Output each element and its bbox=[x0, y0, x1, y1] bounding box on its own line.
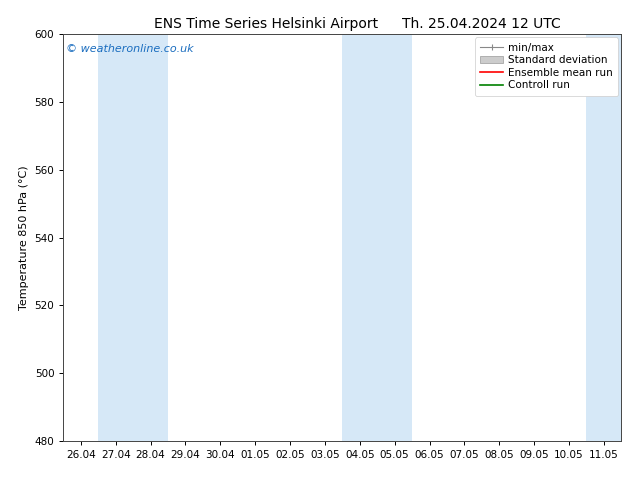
Text: Th. 25.04.2024 12 UTC: Th. 25.04.2024 12 UTC bbox=[403, 17, 561, 31]
Bar bbox=[342, 34, 412, 441]
Y-axis label: Temperature 850 hPa (°C): Temperature 850 hPa (°C) bbox=[19, 165, 29, 310]
Legend: min/max, Standard deviation, Ensemble mean run, Controll run: min/max, Standard deviation, Ensemble me… bbox=[475, 37, 618, 96]
Bar bbox=[98, 34, 168, 441]
Bar bbox=[586, 34, 621, 441]
Text: © weatheronline.co.uk: © weatheronline.co.uk bbox=[66, 45, 194, 54]
Text: ENS Time Series Helsinki Airport: ENS Time Series Helsinki Airport bbox=[154, 17, 378, 31]
